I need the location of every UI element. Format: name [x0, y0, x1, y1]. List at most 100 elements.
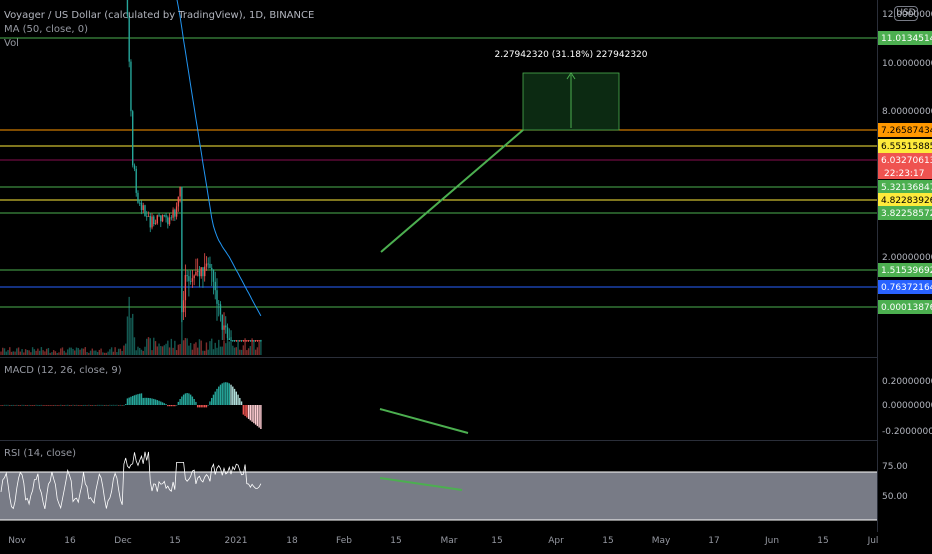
volume-bar — [146, 338, 148, 355]
countdown-tag — [878, 166, 932, 179]
volume-bar — [72, 348, 74, 355]
macd-histogram-bar — [86, 405, 88, 406]
volume-bar — [158, 343, 160, 355]
price-level-tag — [878, 180, 932, 194]
macd-histogram-bar — [2, 405, 4, 406]
volume-bar — [154, 341, 157, 355]
macd-histogram-bar — [239, 397, 241, 405]
volume-bar — [177, 344, 180, 355]
volume-bar — [91, 348, 94, 355]
macd-histogram-bar — [107, 405, 109, 406]
macd-histogram-bar — [209, 401, 211, 405]
macd-histogram-bar — [240, 401, 243, 405]
candle-body — [163, 215, 166, 216]
currency-button[interactable]: USD — [894, 6, 918, 21]
macd-axis-tick: 0.00000000 — [882, 401, 932, 411]
macd-histogram-bar — [49, 405, 51, 406]
macd-histogram-bar — [88, 404, 90, 406]
macd-histogram-bar — [23, 404, 25, 406]
volume-bar — [133, 337, 136, 355]
price-level-label: 6.55515885 — [881, 142, 932, 152]
volume-bar — [110, 347, 113, 355]
volume-bar — [132, 313, 134, 355]
candle-body — [186, 275, 188, 277]
macd-histogram-bar — [256, 405, 259, 427]
candle-body — [223, 325, 225, 330]
time-axis-tick: 15 — [491, 536, 502, 546]
volume-bar — [256, 347, 259, 355]
macd-histogram-bar — [230, 384, 232, 405]
volume-bar — [232, 345, 234, 355]
pane-divider-rsi[interactable] — [0, 440, 878, 441]
volume-bar — [5, 351, 7, 355]
macd-legend[interactable]: MACD (12, 26, close, 9) — [4, 365, 122, 376]
volume-bar — [244, 338, 246, 355]
price-level-label: 4.82283926 — [881, 196, 932, 206]
candle-body — [139, 202, 141, 204]
candle-body — [172, 209, 174, 218]
volume-bar — [258, 341, 260, 355]
macd-histogram-bar — [193, 399, 195, 405]
macd-histogram-bar — [258, 405, 260, 428]
volume-bar — [116, 352, 118, 355]
volume-bar — [100, 348, 102, 355]
macd-histogram-bar — [196, 405, 199, 408]
macd-histogram-bar — [132, 395, 134, 405]
macd-histogram-bar — [14, 405, 16, 406]
volume-bar — [26, 350, 29, 355]
candle-body — [165, 215, 167, 218]
macd-histogram-bar — [198, 405, 201, 408]
macd-histogram-bar — [5, 404, 7, 406]
rsi-legend[interactable]: RSI (14, close) — [4, 448, 77, 459]
price-level-tag — [878, 300, 932, 314]
volume-bar — [237, 341, 239, 355]
macd-histogram-bar — [202, 405, 204, 408]
volume-bar — [56, 352, 58, 355]
candle-body — [188, 276, 190, 282]
macd-histogram-bar — [89, 405, 92, 406]
macd-histogram-bar — [146, 397, 148, 405]
candle-body — [177, 196, 180, 207]
candle-body — [216, 290, 218, 304]
price-level-tag — [878, 153, 932, 167]
macd-histogram-bar — [175, 405, 178, 406]
candle-body — [175, 206, 178, 217]
volume-bar — [179, 344, 181, 355]
volume-bar — [211, 338, 213, 355]
volume-bar — [160, 346, 162, 355]
ma-legend[interactable]: MA (50, close, 0) — [4, 24, 89, 35]
candle-body — [258, 340, 260, 341]
volume-bar — [193, 343, 195, 355]
candle-body — [153, 216, 155, 225]
candle-body — [181, 186, 183, 313]
price-axis-tick: 8.00000000 — [882, 107, 932, 117]
volume-bar — [142, 350, 144, 355]
volume-bar — [37, 348, 39, 355]
macd-histogram-bar — [82, 404, 85, 406]
macd-histogram-bar — [170, 405, 173, 407]
rsi-axis-tick: 50.00 — [882, 492, 908, 502]
candle-body — [242, 340, 245, 341]
macd-histogram-bar — [181, 396, 183, 405]
macd-histogram-bar — [165, 404, 167, 405]
macd-histogram-bar — [191, 396, 194, 405]
volume-bar — [181, 305, 183, 355]
macd-histogram-bar — [19, 405, 22, 406]
macd-histogram-bar — [67, 404, 69, 406]
volume-bar — [151, 350, 153, 355]
pane-divider-macd[interactable] — [0, 357, 878, 358]
macd-histogram-bar — [37, 404, 39, 406]
macd-histogram-bar — [96, 404, 99, 406]
macd-axis-tick: 0.20000000 — [882, 377, 932, 387]
candle-body — [240, 340, 243, 341]
macd-histogram-bar — [237, 394, 239, 405]
candle-body — [133, 165, 136, 169]
volume-bar — [242, 345, 245, 355]
macd-histogram-bar — [105, 404, 108, 406]
candle-body — [184, 275, 187, 301]
volume-bar — [202, 350, 204, 355]
macd-histogram-bar — [251, 405, 253, 422]
volume-legend[interactable]: Vol — [4, 38, 19, 49]
